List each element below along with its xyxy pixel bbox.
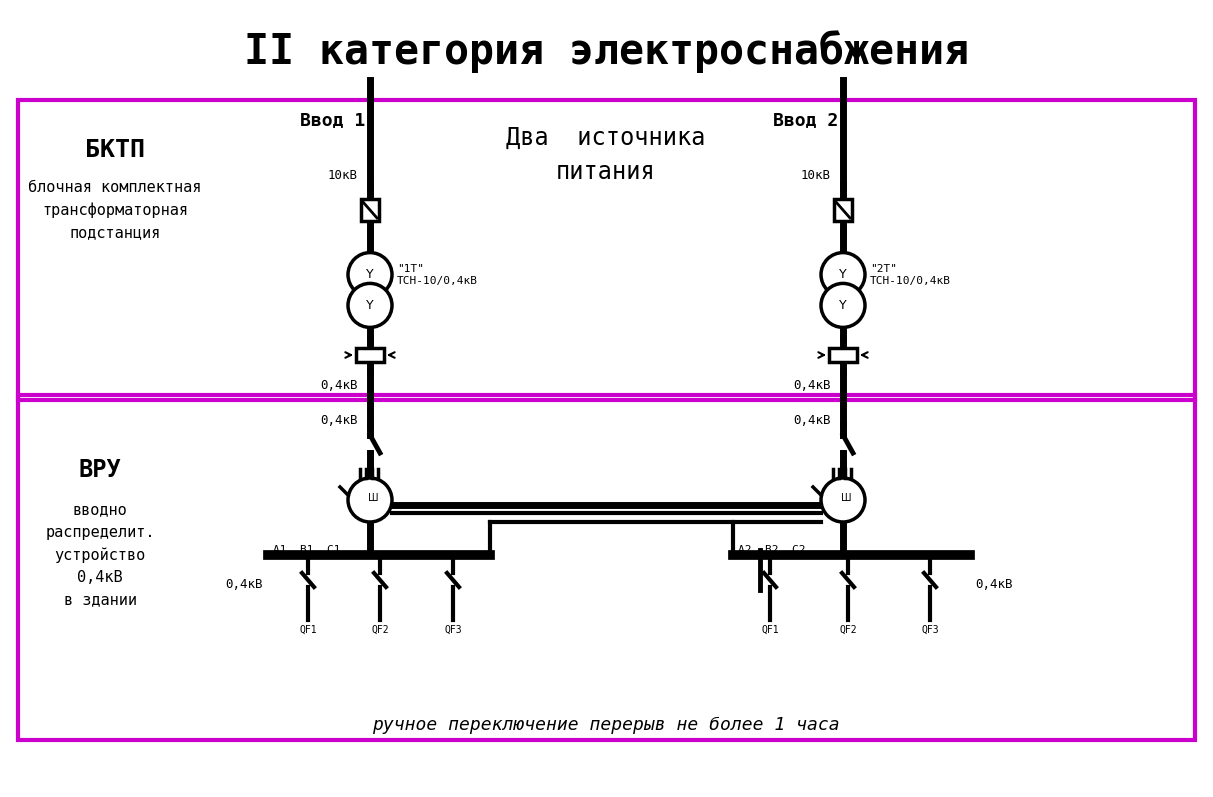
Text: БКТП: БКТП — [85, 138, 146, 162]
Bar — [361, 199, 378, 221]
Text: QF3: QF3 — [444, 625, 462, 635]
Bar — [355, 348, 385, 362]
Text: Y: Y — [366, 299, 374, 312]
Text: ручное переключение перерыв не более 1 часа: ручное переключение перерыв не более 1 ч… — [372, 716, 839, 734]
Circle shape — [821, 253, 865, 296]
Text: 0,4кВ: 0,4кВ — [793, 379, 831, 391]
Text: Ввод 2: Ввод 2 — [773, 111, 838, 129]
Text: QF1: QF1 — [762, 625, 779, 635]
Text: "1Т"
ТСН-10/0,4кВ: "1Т" ТСН-10/0,4кВ — [397, 264, 478, 286]
Circle shape — [821, 284, 865, 328]
Text: Y: Y — [839, 299, 847, 312]
Text: Y: Y — [366, 268, 374, 281]
Text: 0,4кВ: 0,4кВ — [793, 414, 831, 426]
Text: Два  источника
питания: Два источника питания — [506, 126, 706, 184]
Bar — [828, 348, 858, 362]
Circle shape — [348, 284, 392, 328]
Text: вводно
распределит.
устройство
0,4кВ
в здании: вводно распределит. устройство 0,4кВ в з… — [45, 503, 155, 607]
Text: 0,4кВ: 0,4кВ — [320, 379, 358, 391]
Text: Ш: Ш — [368, 493, 378, 503]
Text: QF1: QF1 — [300, 625, 317, 635]
Text: 0,4кВ: 0,4кВ — [226, 579, 263, 591]
Text: блочная комплектная
трансформаторная
подстанция: блочная комплектная трансформаторная под… — [28, 180, 201, 240]
Text: А1, В1, С1: А1, В1, С1 — [273, 545, 341, 555]
Text: Ш: Ш — [841, 493, 852, 503]
Bar — [835, 199, 852, 221]
Text: QF2: QF2 — [839, 625, 856, 635]
Text: А2, В2, С2: А2, В2, С2 — [738, 545, 805, 555]
Text: 10кВ: 10кВ — [328, 168, 358, 182]
Text: 10кВ: 10кВ — [801, 168, 831, 182]
Text: QF3: QF3 — [921, 625, 939, 635]
Text: Ввод 1: Ввод 1 — [300, 111, 365, 129]
Circle shape — [348, 478, 392, 522]
Text: 0,4кВ: 0,4кВ — [320, 414, 358, 426]
Text: II категория электроснабжения: II категория электроснабжения — [244, 30, 968, 73]
Circle shape — [821, 478, 865, 522]
Text: 0,4кВ: 0,4кВ — [975, 579, 1013, 591]
Text: ВРУ: ВРУ — [79, 458, 121, 482]
Circle shape — [348, 253, 392, 296]
Text: Y: Y — [839, 268, 847, 281]
Text: QF2: QF2 — [371, 625, 389, 635]
Text: "2Т"
ТСН-10/0,4кВ: "2Т" ТСН-10/0,4кВ — [870, 264, 951, 286]
